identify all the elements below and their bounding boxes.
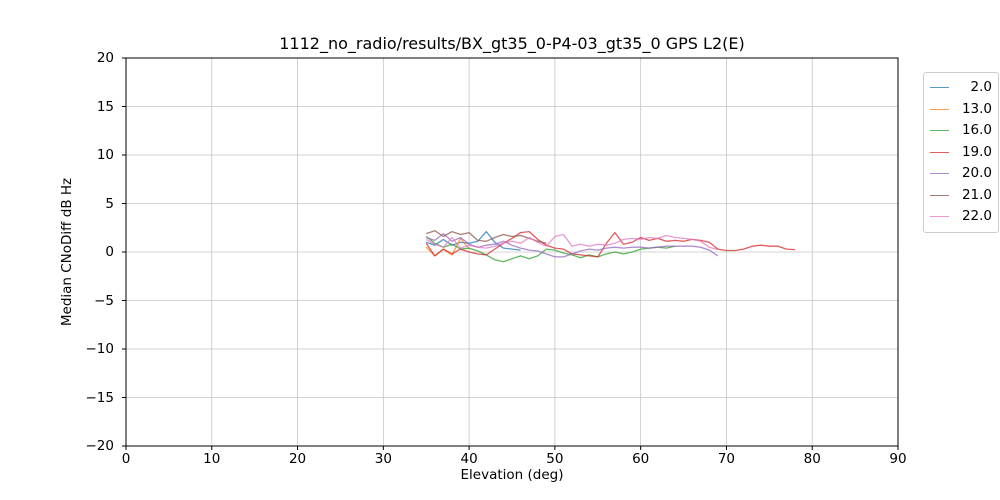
legend-item: 22.0 (930, 206, 992, 228)
chart-title: 1112_no_radio/results/BX_gt35_0-P4-03_gt… (279, 34, 745, 53)
legend-line-swatch (930, 151, 949, 153)
legend-label: 16.0 (961, 122, 992, 138)
legend-line-swatch (930, 216, 949, 218)
y-tick-label: 0 (105, 244, 114, 260)
y-tick-label: −15 (85, 389, 115, 406)
series-line-22.0 (425, 233, 719, 251)
legend: 2.0 13.0 16.0 19.0 20.0 21.0 22.0 (923, 72, 999, 233)
x-axis-label: Elevation (deg) (460, 467, 564, 483)
legend-item: 20.0 (930, 163, 992, 185)
legend-item: 2.0 (930, 77, 992, 99)
x-tick-label: 80 (803, 451, 821, 467)
legend-label: 2.0 (970, 79, 992, 95)
legend-line-swatch (930, 194, 949, 196)
x-tick-label: 90 (889, 451, 907, 467)
x-tick-label: 60 (632, 451, 650, 467)
legend-item: 19.0 (930, 142, 992, 164)
y-tick-label: −5 (94, 292, 114, 309)
series-line-16.0 (425, 235, 676, 263)
y-tick-label: 15 (96, 98, 114, 115)
x-tick-label: 40 (460, 451, 478, 467)
x-tick-label: 70 (717, 451, 736, 467)
y-tick-label: −10 (85, 341, 115, 357)
legend-item: 16.0 (930, 120, 992, 142)
legend-item: 13.0 (930, 99, 992, 121)
legend-line-swatch (930, 130, 949, 132)
legend-line-swatch (930, 173, 949, 175)
legend-label: 13.0 (961, 100, 992, 117)
legend-label: 21.0 (961, 186, 992, 203)
legend-label: 22.0 (961, 208, 992, 224)
y-tick-label: 5 (105, 195, 114, 212)
legend-item: 21.0 (930, 185, 992, 207)
x-tick-label: 20 (288, 451, 307, 467)
series-line-19.0 (425, 230, 796, 258)
series-line-21.0 (425, 230, 547, 244)
x-tick-label: 50 (546, 451, 564, 467)
legend-label: 19.0 (961, 143, 992, 160)
x-tick-label: 30 (374, 451, 392, 467)
series-line-2.0 (425, 230, 521, 251)
y-tick-label: 20 (96, 50, 114, 66)
x-tick-label: 10 (203, 451, 221, 467)
y-tick-label: −20 (85, 438, 115, 454)
y-tick-label: 10 (96, 147, 114, 163)
x-tick-label: 0 (121, 451, 131, 467)
legend-label: 20.0 (961, 165, 992, 181)
legend-line-swatch (930, 108, 949, 110)
legend-line-swatch (930, 87, 949, 89)
